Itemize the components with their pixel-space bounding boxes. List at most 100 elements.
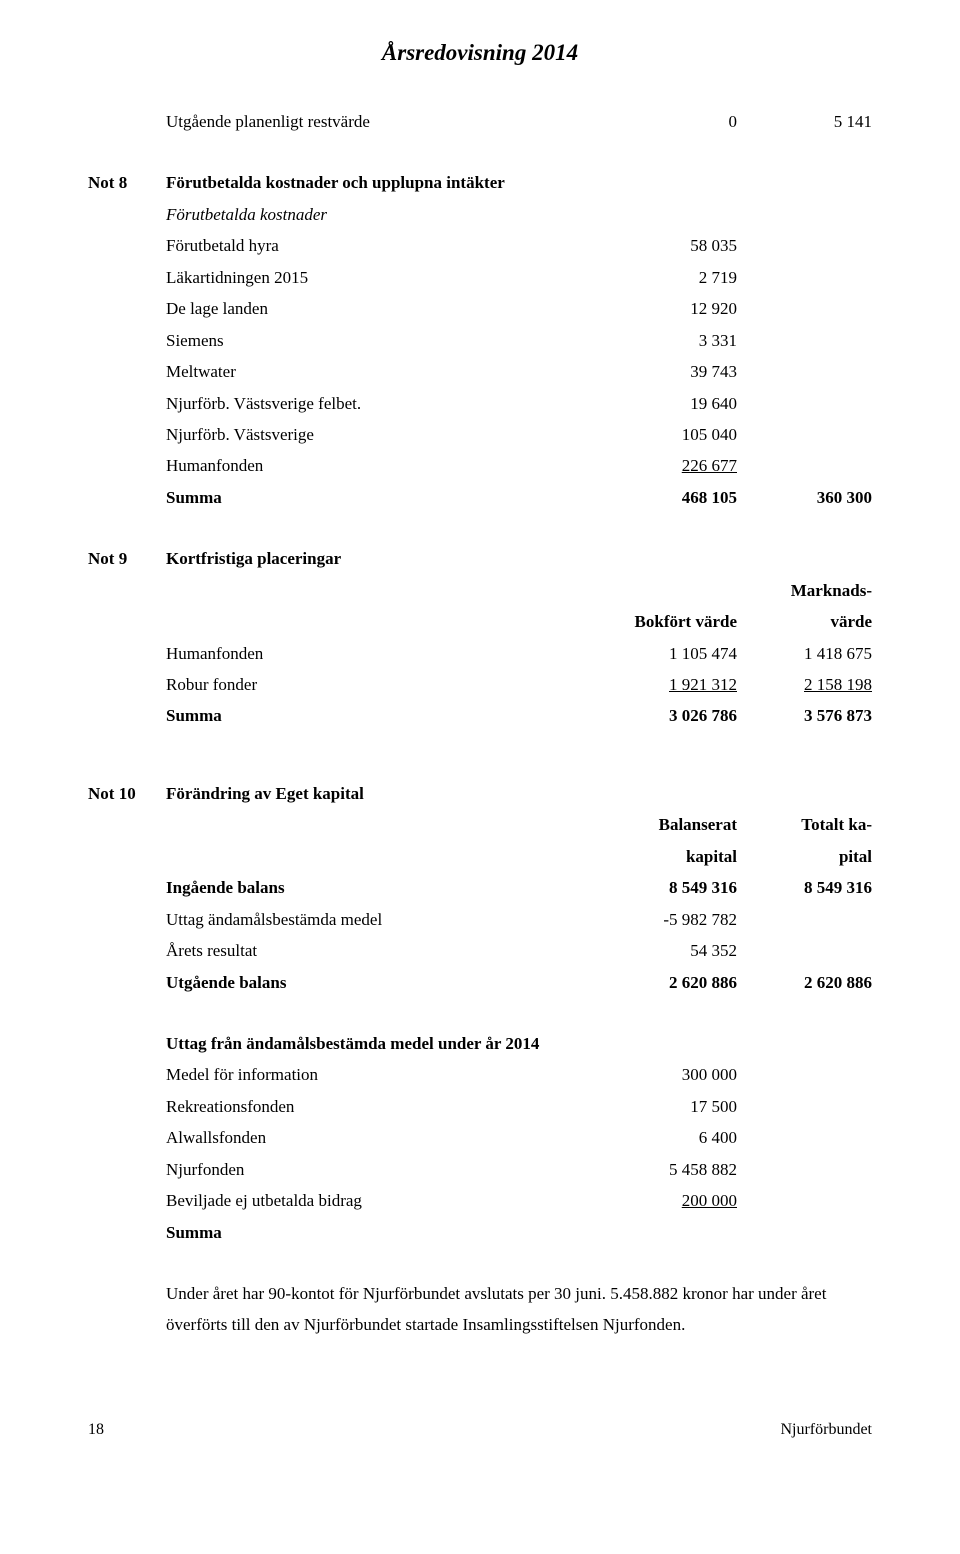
note10-header: Not 10 Förändring av Eget kapital xyxy=(88,778,872,809)
row-value: 58 035 xyxy=(602,230,737,261)
note9-colhead-a: Marknads- xyxy=(88,575,872,606)
row-label: Siemens xyxy=(166,325,602,356)
table-row: Medel för information 300 000 xyxy=(88,1059,872,1090)
col-header: Totalt ka- xyxy=(737,809,872,840)
note8-tag: Not 8 xyxy=(88,167,166,198)
row-value: 105 040 xyxy=(602,419,737,450)
row-value: 2 158 198 xyxy=(804,675,872,694)
col-header: Balanserat xyxy=(602,809,737,840)
col-header: Marknads- xyxy=(737,575,872,606)
closing-paragraph: Under året har 90-kontot för Njurförbund… xyxy=(166,1278,872,1341)
note9-title: Kortfristiga placeringar xyxy=(166,543,602,574)
row-value: 5 458 882 xyxy=(602,1154,737,1185)
note8-title: Förutbetalda kostnader och upplupna intä… xyxy=(166,167,602,198)
row-label: Humanfonden xyxy=(166,638,602,669)
row-value: 17 500 xyxy=(602,1091,737,1122)
row-value: 6 400 xyxy=(602,1122,737,1153)
row-value: 200 000 xyxy=(682,1191,737,1210)
row-label: Årets resultat xyxy=(166,935,602,966)
sum-v1: 3 026 786 xyxy=(602,700,737,731)
residual-v1: 0 xyxy=(602,106,737,137)
note8-subtitle: Förutbetalda kostnader xyxy=(166,199,602,230)
table-row: Alwallsfonden 6 400 xyxy=(88,1122,872,1153)
note8-subtitle-row: Förutbetalda kostnader xyxy=(88,199,872,230)
table-row: Siemens 3 331 xyxy=(88,325,872,356)
row-label: De lage landen xyxy=(166,293,602,324)
org-name: Njurförbundet xyxy=(780,1421,872,1439)
row-label: Beviljade ej utbetalda bidrag xyxy=(166,1185,602,1216)
residual-row: Utgående planenligt restvärde 0 5 141 xyxy=(88,106,872,137)
page-number: 18 xyxy=(88,1421,104,1439)
note9-colhead-b: Bokfört värde värde xyxy=(88,606,872,637)
table-row: Årets resultat 54 352 xyxy=(88,935,872,966)
note10-title: Förändring av Eget kapital xyxy=(166,778,602,809)
table-row: Meltwater 39 743 xyxy=(88,356,872,387)
table-row: Läkartidningen 2015 2 719 xyxy=(88,262,872,293)
table-row: Rekreationsfonden 17 500 xyxy=(88,1091,872,1122)
row-value: 300 000 xyxy=(602,1059,737,1090)
row-value: 1 921 312 xyxy=(669,675,737,694)
sum-v2: 360 300 xyxy=(737,482,872,513)
table-row: Njurförb. Västsverige felbet. 19 640 xyxy=(88,388,872,419)
row-value: 226 677 xyxy=(682,456,737,475)
residual-label: Utgående planenligt restvärde xyxy=(166,106,602,137)
row-value: -5 982 782 xyxy=(602,904,737,935)
table-row: Robur fonder 1 921 312 2 158 198 xyxy=(88,669,872,700)
col-header: pital xyxy=(737,841,872,872)
row-label: Humanfonden xyxy=(166,450,602,481)
row-value: 2 620 886 xyxy=(602,967,737,998)
uttag-sum-row: Summa xyxy=(88,1217,872,1248)
note10-colhead-b: kapital pital xyxy=(88,841,872,872)
table-row: Njurförb. Västsverige 105 040 xyxy=(88,419,872,450)
row-value: 19 640 xyxy=(602,388,737,419)
row-value: 3 331 xyxy=(602,325,737,356)
table-row: Förutbetald hyra 58 035 xyxy=(88,230,872,261)
row-label: Njurfonden xyxy=(166,1154,602,1185)
note9-header: Not 9 Kortfristiga placeringar xyxy=(88,543,872,574)
table-row: Beviljade ej utbetalda bidrag 200 000 xyxy=(88,1185,872,1216)
row-value: 54 352 xyxy=(602,935,737,966)
sum-v2: 3 576 873 xyxy=(737,700,872,731)
row-value: 12 920 xyxy=(602,293,737,324)
row-label: Utgående balans xyxy=(166,967,602,998)
row-label: Rekreationsfonden xyxy=(166,1091,602,1122)
row-label: Förutbetald hyra xyxy=(166,230,602,261)
sum-label: Summa xyxy=(166,700,602,731)
row-label: Alwallsfonden xyxy=(166,1122,602,1153)
uttag-title: Uttag från ändamålsbestämda medel under … xyxy=(166,1028,602,1059)
table-row: Utgående balans 2 620 886 2 620 886 xyxy=(88,967,872,998)
sum-v1: 468 105 xyxy=(602,482,737,513)
row-label: Meltwater xyxy=(166,356,602,387)
row-value: 2 719 xyxy=(602,262,737,293)
col-header: värde xyxy=(737,606,872,637)
table-row: Humanfonden 226 677 xyxy=(88,450,872,481)
row-label: Ingående balans xyxy=(166,872,602,903)
note10-colhead-a: Balanserat Totalt ka- xyxy=(88,809,872,840)
table-row: Njurfonden 5 458 882 xyxy=(88,1154,872,1185)
row-label: Medel för information xyxy=(166,1059,602,1090)
page-title: Årsredovisning 2014 xyxy=(88,40,872,66)
row-label: Uttag ändamålsbestämda medel xyxy=(166,904,602,935)
row-label: Njurförb. Västsverige xyxy=(166,419,602,450)
row-value: 8 549 316 xyxy=(737,872,872,903)
table-row: Uttag ändamålsbestämda medel -5 982 782 xyxy=(88,904,872,935)
page-footer: 18 Njurförbundet xyxy=(88,1421,872,1439)
note9-sum-row: Summa 3 026 786 3 576 873 xyxy=(88,700,872,731)
note8-sum-row: Summa 468 105 360 300 xyxy=(88,482,872,513)
col-header: Bokfört värde xyxy=(602,606,737,637)
note8-header: Not 8 Förutbetalda kostnader och upplupn… xyxy=(88,167,872,198)
table-row: Humanfonden 1 105 474 1 418 675 xyxy=(88,638,872,669)
note9-tag: Not 9 xyxy=(88,543,166,574)
table-row: Ingående balans 8 549 316 8 549 316 xyxy=(88,872,872,903)
row-value: 1 105 474 xyxy=(602,638,737,669)
table-row: De lage landen 12 920 xyxy=(88,293,872,324)
row-label: Njurförb. Västsverige felbet. xyxy=(166,388,602,419)
row-label: Läkartidningen 2015 xyxy=(166,262,602,293)
note10-tag: Not 10 xyxy=(88,778,166,809)
row-value: 8 549 316 xyxy=(602,872,737,903)
sum-label: Summa xyxy=(166,482,602,513)
row-value: 1 418 675 xyxy=(737,638,872,669)
row-value: 2 620 886 xyxy=(737,967,872,998)
uttag-header: Uttag från ändamålsbestämda medel under … xyxy=(88,1028,872,1059)
col-header: kapital xyxy=(602,841,737,872)
